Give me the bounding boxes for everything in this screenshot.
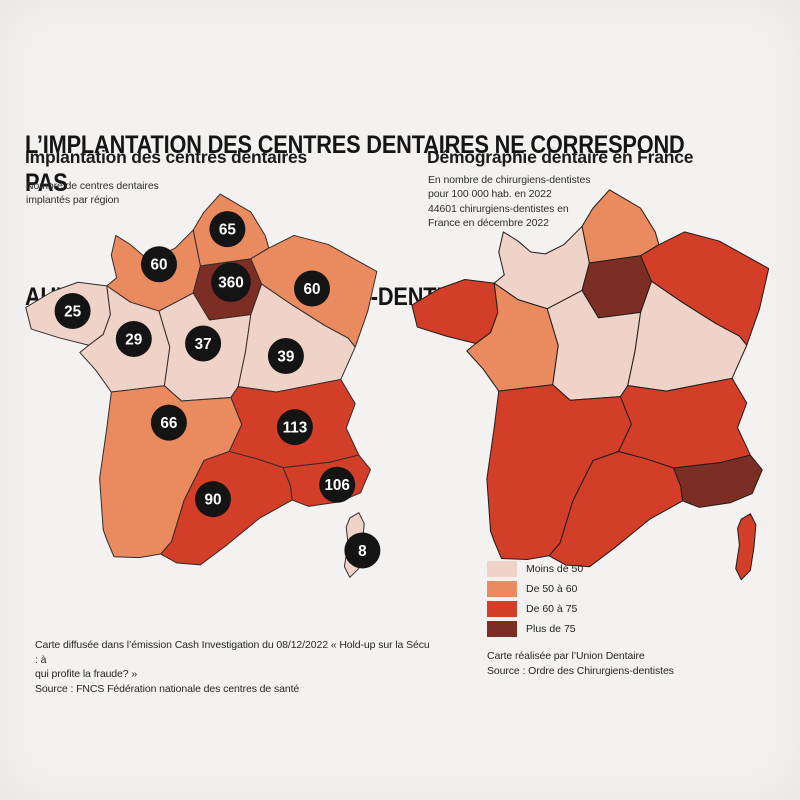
right-map-subtitle-line: France en décembre 2022 [428, 217, 549, 230]
legend-color-swatch [487, 601, 517, 617]
right-map-subtitle-line: 44601 chirurgiens-dentistes en [428, 202, 569, 215]
map-demographie-dentaire: Hauts-de-France — De 50 à 60Normandie — … [411, 189, 770, 581]
value-badge-occitanie: 90 [195, 481, 231, 518]
left-map-source-line: Carte diffusée dans l’émission Cash Inve… [35, 639, 430, 666]
left-map-subtitle-line: implantés par région [26, 194, 120, 207]
left-map-subtitle-line: Nombre de centres dentaires [26, 180, 159, 192]
legend-label: De 60 à 75 [526, 603, 578, 615]
svg-text:37: 37 [195, 336, 212, 353]
left-map-title: Implantation des centres dentaires [25, 147, 308, 167]
value-badge-normandie: 60 [141, 246, 177, 283]
svg-text:66: 66 [160, 415, 177, 432]
svg-text:113: 113 [283, 420, 308, 437]
right-map-title: Démographie dentaire en France [427, 147, 694, 167]
region-auvergne-rhone-alpes: Auvergne-Rhône-Alpes — De 60 à 75 [618, 377, 751, 469]
value-badge-grand-est: 60 [294, 270, 330, 307]
svg-text:60: 60 [304, 281, 321, 298]
value-badge-ile-de-france: 360 [211, 262, 251, 303]
legend-label: Plus de 75 [526, 623, 576, 635]
legend-color-swatch [487, 621, 517, 637]
right-map-subtitle-line: En nombre de chirurgiens-dentistes [428, 174, 591, 186]
legend-label: De 50 à 60 [526, 583, 578, 595]
legend-item-moins-de-50: Moins de 50 [487, 561, 583, 577]
value-badge-nouvelle-aquitaine: 66 [150, 404, 187, 441]
svg-text:106: 106 [324, 477, 350, 494]
value-badge-centre-val-de-loire: 37 [185, 325, 222, 362]
right-map-subtitle: En nombre de chirurgiens-dentistes pour … [428, 173, 590, 231]
value-badge-corse: 8 [344, 532, 381, 569]
legend-item-plus-de-75: Plus de 75 [487, 621, 583, 637]
value-badge-bourgogne-franche-comte: 39 [267, 338, 304, 375]
left-map-source: Carte diffusée dans l’émission Cash Inve… [35, 638, 435, 696]
svg-text:65: 65 [219, 222, 236, 239]
svg-text:8: 8 [358, 543, 367, 560]
region-corse: Corse — De 60 à 75 [735, 513, 757, 581]
legend-color-swatch [487, 561, 517, 577]
right-map-source-line: Carte réalisée par l’Union Dentaire [487, 650, 645, 662]
value-badge-paca: 106 [319, 466, 356, 503]
value-badge-pays-de-la-loire: 29 [115, 320, 152, 357]
left-map-source-line: Source : FNCS Fédération nationale des c… [35, 682, 300, 695]
legend-item-de-60-a-75: De 60 à 75 [487, 601, 583, 617]
svg-text:25: 25 [64, 303, 81, 320]
left-map-source-line: qui profite la fraude? » [35, 668, 138, 681]
map-implantation-centres-dentaires: Hauts-de-FranceNormandieÎle-de-FranceGra… [25, 193, 381, 578]
right-map-source-line: Source : Ordre des Chirurgiens-dentistes [487, 664, 674, 677]
svg-text:360: 360 [218, 275, 243, 292]
svg-text:60: 60 [151, 257, 168, 274]
legend-item-de-50-a-60: De 50 à 60 [487, 581, 583, 597]
main-title-line-1: L’IMPLANTATION DES CENTRES DENTAIRES NE … [25, 131, 691, 197]
value-badge-auvergne-rhone-alpes: 113 [276, 409, 313, 446]
legend-color-swatch [487, 581, 517, 597]
density-legend: Moins de 50 De 50 à 60 De 60 à 75 Plus d… [487, 561, 583, 641]
legend-label: Moins de 50 [526, 563, 584, 575]
region-bretagne: Bretagne — De 60 à 75 [411, 278, 499, 345]
svg-text:39: 39 [277, 348, 294, 365]
value-badge-bretagne: 25 [54, 293, 91, 330]
value-badge-hauts-de-france: 65 [209, 211, 246, 248]
svg-text:90: 90 [205, 492, 222, 509]
svg-text:29: 29 [125, 331, 142, 348]
right-map-source: Carte réalisée par l’Union Dentaire Sour… [487, 649, 767, 678]
left-map-subtitle: Nombre de centres dentaires implantés pa… [26, 179, 159, 208]
region-pays-de-la-loire: Pays de la Loire — De 50 à 60 [466, 282, 559, 392]
right-map-subtitle-line: pour 100 000 hab. en 2022 [428, 188, 552, 201]
region-paca: Provence-Alpes-Côte d'Azur — Plus de 75 [673, 454, 763, 508]
